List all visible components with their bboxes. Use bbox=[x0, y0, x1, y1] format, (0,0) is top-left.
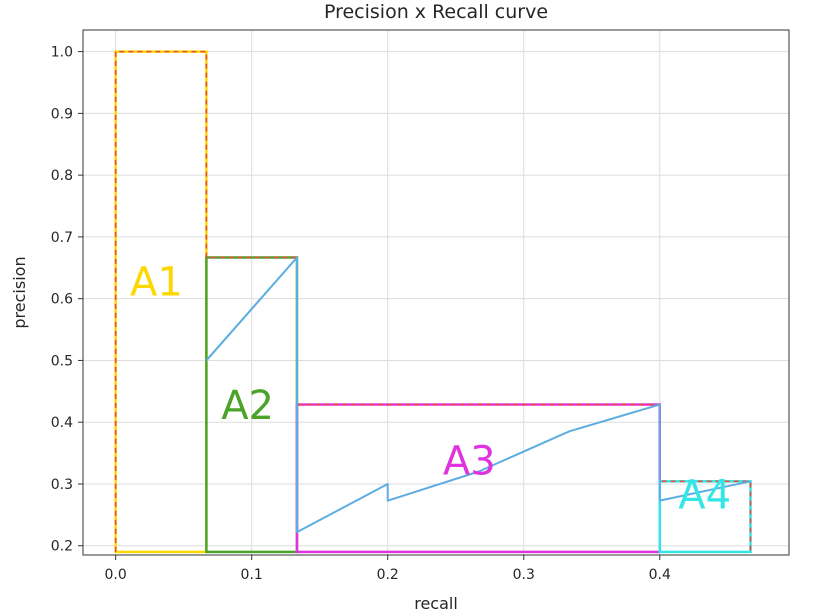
x-tick-label: 0.1 bbox=[241, 567, 263, 583]
x-tick-label: 0.3 bbox=[513, 567, 535, 583]
x-axis-ticks: 0.0 0.1 0.2 0.3 0.4 bbox=[105, 555, 671, 583]
x-axis-label: recall bbox=[414, 594, 458, 613]
precision-recall-curve bbox=[205, 256, 751, 534]
y-tick-label: 0.9 bbox=[51, 106, 73, 122]
y-tick-label: 0.7 bbox=[51, 230, 73, 246]
y-tick-label: 0.6 bbox=[51, 292, 73, 308]
grid bbox=[83, 30, 789, 555]
chart-title: Precision x Recall curve bbox=[324, 1, 548, 23]
area-label-a2: A2 bbox=[221, 383, 274, 429]
area-labels: A1 A2 A3 A4 bbox=[130, 260, 731, 519]
area-label-a1: A1 bbox=[130, 260, 183, 306]
area-label-a4: A4 bbox=[678, 473, 731, 519]
area-rect-a4 bbox=[658, 480, 752, 554]
y-axis-label: precision bbox=[10, 256, 29, 328]
x-tick-label: 0.2 bbox=[377, 567, 399, 583]
interpolated-precision-line bbox=[114, 50, 752, 552]
y-tick-label: 0.5 bbox=[51, 353, 73, 369]
area-label-a3: A3 bbox=[443, 439, 496, 485]
x-tick-label: 0.4 bbox=[649, 567, 671, 583]
area-rectangles bbox=[114, 50, 752, 554]
interpolated-envelope bbox=[114, 50, 752, 552]
y-axis-ticks: 0.2 0.3 0.4 0.5 0.6 0.7 0.8 0.9 1.0 bbox=[51, 45, 83, 555]
y-tick-label: 1.0 bbox=[51, 45, 73, 61]
y-tick-label: 0.4 bbox=[51, 415, 73, 431]
plot-frame bbox=[82, 29, 790, 556]
y-tick-label: 0.3 bbox=[51, 477, 73, 493]
precision-line bbox=[205, 256, 751, 534]
x-tick-label: 0.0 bbox=[105, 567, 127, 583]
y-tick-label: 0.8 bbox=[51, 168, 73, 184]
y-tick-label: 0.2 bbox=[51, 539, 73, 555]
